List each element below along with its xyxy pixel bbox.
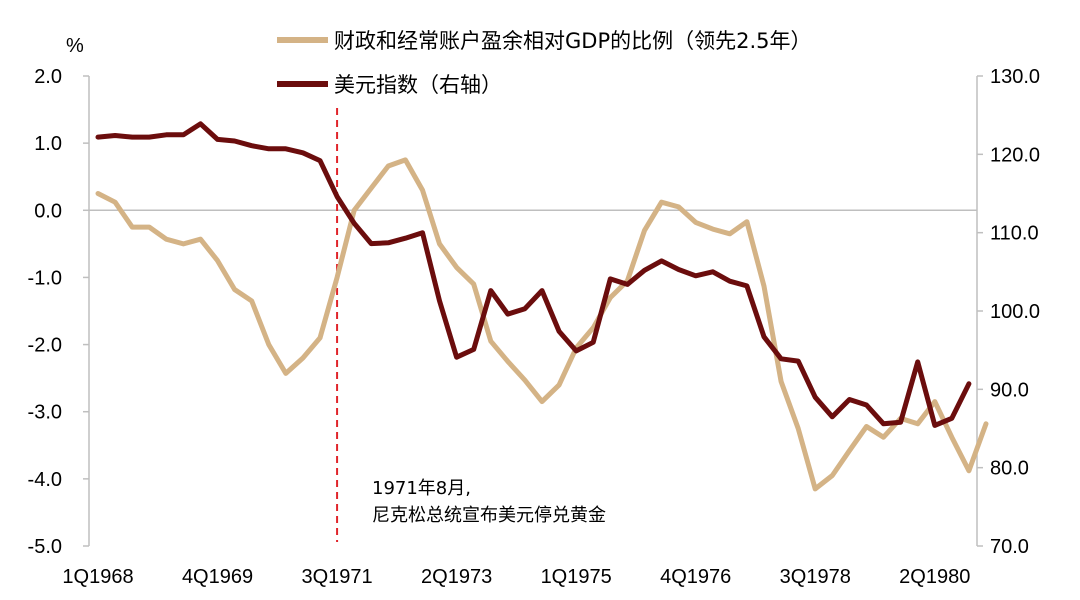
left-tick-label: 2.0 [34, 66, 62, 88]
right-tick-label: 110.0 [990, 223, 1039, 245]
x-tick-label: 4Q1969 [182, 566, 253, 588]
axes: 2.0 1.0 0.0 -1.0 -2.0 -3.0 -4.0 -5.0 130.0 120.0 1… [28, 66, 1041, 588]
x-tick-label: 3Q1978 [780, 566, 851, 588]
legend-label: 美元指数（右轴） [334, 73, 502, 97]
left-tick-label: -1.0 [28, 267, 62, 289]
series-line-fiscal-current-account [95, 157, 989, 492]
left-axis-unit-label: % [66, 35, 84, 57]
right-tick-label: 100.0 [990, 301, 1040, 323]
right-tick-label: 120.0 [990, 144, 1040, 166]
left-tick-label: -2.0 [28, 335, 62, 357]
left-tick-label: -3.0 [28, 402, 62, 424]
left-tick-label: -5.0 [28, 536, 62, 558]
series-line-dollar-index [95, 121, 972, 428]
x-tick-label: 3Q1971 [301, 566, 372, 588]
x-tick-label: 2Q1980 [899, 566, 970, 588]
x-tick-label: 4Q1976 [660, 566, 731, 588]
series-lines [95, 121, 989, 492]
x-tick-label: 1Q1975 [541, 566, 612, 588]
left-tick-label: 0.0 [34, 200, 62, 222]
right-tick-label: 90.0 [990, 379, 1029, 401]
x-tick-label: 2Q1973 [421, 566, 492, 588]
right-tick-label: 70.0 [990, 536, 1029, 558]
left-tick-label: -4.0 [28, 469, 62, 491]
annotation-group: 1971年8月, 尼克松总统宣布美元停兑黄金 [336, 108, 606, 542]
legend-label: 财政和经常账户盈余相对GDP的比例（领先2.5年） [334, 29, 812, 53]
left-tick-label: 1.0 [34, 133, 62, 155]
right-tick-label: 80.0 [990, 458, 1029, 480]
x-tick-label: 1Q1968 [62, 566, 133, 588]
legend: 财政和经常账户盈余相对GDP的比例（领先2.5年） 美元指数（右轴） [277, 29, 812, 97]
right-tick-label: 130.0 [990, 66, 1040, 88]
annotation-text-line2: 尼克松总统宣布美元停兑黄金 [372, 505, 606, 526]
annotation-text-line1: 1971年8月, [372, 478, 471, 499]
